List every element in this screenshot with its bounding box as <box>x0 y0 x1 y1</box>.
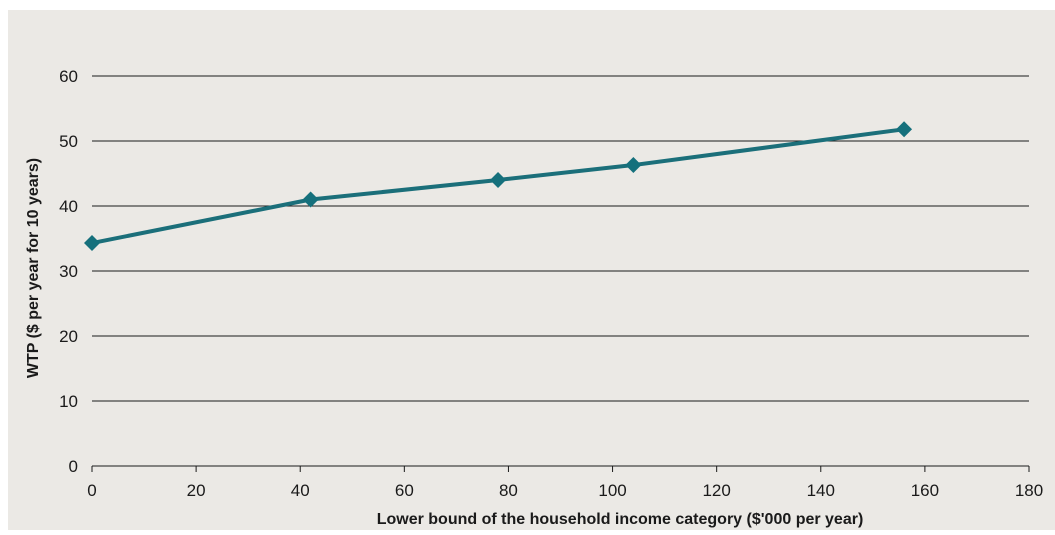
y-tick-label: 50 <box>59 132 78 151</box>
y-tick-label: 20 <box>59 327 78 346</box>
chart-background <box>8 10 1055 530</box>
data-point <box>302 191 319 208</box>
y-tick-label: 10 <box>59 392 78 411</box>
y-tick-label: 60 <box>59 67 78 86</box>
x-tick-label: 60 <box>395 481 414 500</box>
data-point <box>84 235 100 252</box>
x-tick-label: 20 <box>187 481 206 500</box>
x-tick-label: 80 <box>499 481 518 500</box>
x-tick-label: 120 <box>702 481 730 500</box>
x-tick-label: 140 <box>807 481 835 500</box>
gridlines <box>92 75 1029 467</box>
y-tick-label: 30 <box>59 262 78 281</box>
x-axis: 0 20 40 60 80 100 120 140 160 180 <box>87 466 1043 500</box>
x-tick-label: 0 <box>87 481 96 500</box>
x-tick-label: 180 <box>1015 481 1043 500</box>
y-tick-label: 0 <box>69 457 78 476</box>
y-axis-label: WTP ($ per year for 10 years) <box>25 158 42 378</box>
data-point <box>896 121 913 138</box>
x-tick-label: 100 <box>598 481 626 500</box>
x-tick-label: 160 <box>911 481 939 500</box>
data-point <box>625 157 642 174</box>
x-axis-label: Lower bound of the household income cate… <box>377 511 864 528</box>
y-tick-label: 40 <box>59 197 78 216</box>
x-tick-label: 40 <box>291 481 310 500</box>
data-point <box>490 172 507 188</box>
series <box>84 121 913 252</box>
y-axis: 0 10 20 30 40 50 60 <box>59 67 78 476</box>
